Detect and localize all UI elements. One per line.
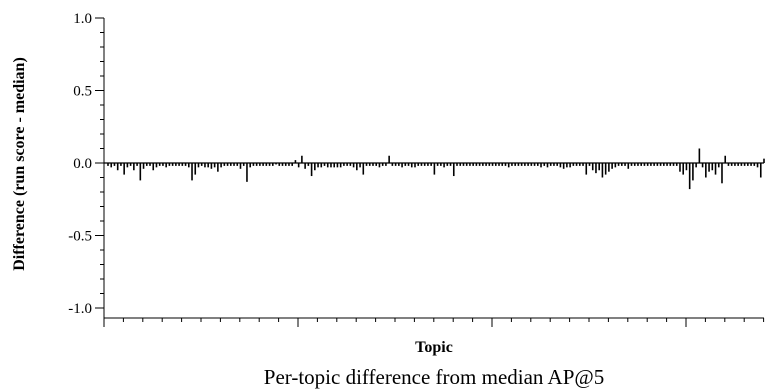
chart-caption: Per-topic difference from median AP@5 <box>264 365 604 389</box>
x-axis <box>103 317 765 327</box>
y-axis-title: Difference (run score - median) <box>11 57 28 271</box>
y-tick-label: -1.0 <box>68 301 92 317</box>
y-tick-label: 1.0 <box>73 11 92 27</box>
x-axis-title: Topic <box>415 339 453 356</box>
bars <box>104 148 765 190</box>
y-axis: 1.0 0.5 0.0 -0.5 -1.0 <box>68 11 105 318</box>
y-tick-label: 0.0 <box>73 156 92 172</box>
y-tick-label: -0.5 <box>68 229 92 245</box>
y-tick-label: 0.5 <box>73 84 92 100</box>
